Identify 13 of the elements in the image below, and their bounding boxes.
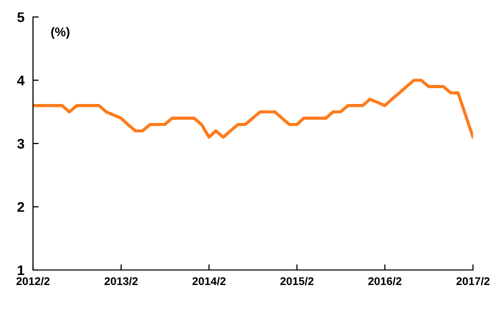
x-tick-label: 2017/2 (456, 276, 490, 286)
y-tick-label: 5 (17, 12, 24, 22)
x-tick-label: 2015/2 (280, 276, 314, 286)
y-tick-label: 4 (17, 76, 25, 86)
x-tick-label: 2013/2 (104, 276, 138, 286)
x-tick-label: 2014/2 (192, 276, 226, 286)
x-tick-label: 2016/2 (368, 276, 402, 286)
x-tick-label: 2012/2 (16, 276, 50, 286)
y-tick-label: 3 (17, 138, 24, 149)
y-axis-title: (%) (51, 27, 70, 39)
line-series (33, 78, 473, 139)
y-tick-label: 1 (18, 265, 24, 276)
y-tick-label: 2 (17, 202, 24, 212)
